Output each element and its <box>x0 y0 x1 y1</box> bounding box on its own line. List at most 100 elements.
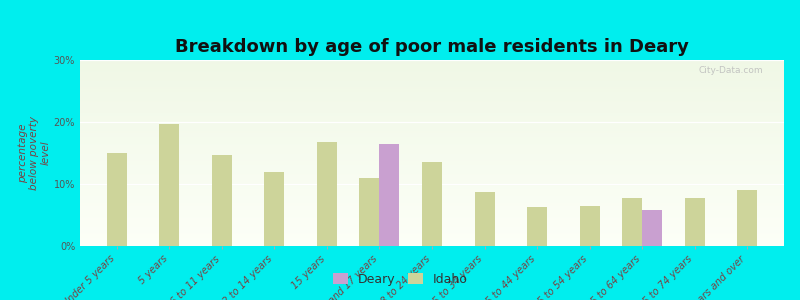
Bar <box>80 161 784 162</box>
Bar <box>80 105 784 106</box>
Bar <box>80 99 784 100</box>
Bar <box>80 160 784 161</box>
Bar <box>80 143 784 144</box>
Bar <box>80 144 784 145</box>
Bar <box>80 223 784 224</box>
Bar <box>80 131 784 132</box>
Bar <box>80 120 784 122</box>
Bar <box>80 140 784 141</box>
Bar <box>80 67 784 68</box>
Bar <box>642 210 662 246</box>
Bar <box>80 101 784 102</box>
Bar <box>80 238 784 239</box>
Bar <box>80 244 784 245</box>
Bar <box>80 114 784 115</box>
Bar <box>80 148 784 149</box>
Bar <box>80 219 784 220</box>
Bar <box>80 152 784 153</box>
Bar <box>80 98 784 99</box>
Title: Breakdown by age of poor male residents in Deary: Breakdown by age of poor male residents … <box>175 38 689 56</box>
Bar <box>80 153 784 154</box>
Bar <box>80 193 784 194</box>
Bar <box>80 170 784 171</box>
Bar <box>80 240 784 241</box>
Bar <box>80 133 784 134</box>
Bar <box>80 73 784 74</box>
Bar <box>80 137 784 138</box>
Bar <box>80 235 784 236</box>
Bar <box>422 162 442 246</box>
Bar <box>80 175 784 176</box>
Bar <box>80 207 784 208</box>
Bar <box>80 97 784 98</box>
Bar <box>80 220 784 221</box>
Bar <box>212 155 232 246</box>
Bar <box>80 115 784 116</box>
Bar <box>80 158 784 159</box>
Bar <box>80 177 784 178</box>
Bar <box>80 241 784 242</box>
Bar <box>80 208 784 209</box>
Bar <box>80 196 784 197</box>
Bar <box>80 164 784 165</box>
Bar <box>80 242 784 243</box>
Bar <box>80 126 784 127</box>
Bar <box>80 165 784 166</box>
Bar <box>80 221 784 222</box>
Bar <box>80 102 784 103</box>
Bar <box>80 139 784 140</box>
Bar <box>80 226 784 227</box>
Bar <box>80 154 784 155</box>
Bar <box>80 239 784 240</box>
Bar <box>80 198 784 199</box>
Bar <box>80 184 784 185</box>
Bar <box>80 70 784 71</box>
Legend: Deary, Idaho: Deary, Idaho <box>327 268 473 291</box>
Bar <box>80 130 784 131</box>
Bar <box>580 206 599 246</box>
Bar <box>80 212 784 214</box>
Bar <box>80 173 784 174</box>
Bar <box>80 60 784 61</box>
Bar <box>265 172 284 246</box>
Bar <box>80 243 784 244</box>
Bar <box>80 245 784 246</box>
Bar <box>80 85 784 86</box>
Bar <box>80 136 784 137</box>
Bar <box>80 147 784 148</box>
Bar <box>80 79 784 80</box>
Bar <box>80 229 784 230</box>
Bar <box>359 178 379 246</box>
Bar <box>80 83 784 84</box>
Bar <box>80 199 784 200</box>
Bar <box>622 198 642 246</box>
Bar <box>80 169 784 170</box>
Bar <box>80 174 784 175</box>
Bar <box>80 80 784 81</box>
Bar <box>80 110 784 111</box>
Bar <box>80 81 784 82</box>
Bar <box>80 124 784 125</box>
Bar <box>80 232 784 233</box>
Bar <box>80 190 784 191</box>
Bar <box>80 74 784 75</box>
Bar <box>80 222 784 223</box>
Bar <box>80 163 784 164</box>
Bar <box>106 153 126 246</box>
Bar <box>80 71 784 72</box>
Bar <box>80 108 784 109</box>
Bar <box>80 155 784 156</box>
Bar <box>80 103 784 104</box>
Bar <box>80 157 784 158</box>
Bar <box>80 225 784 226</box>
Bar <box>80 215 784 216</box>
Bar <box>80 62 784 63</box>
Bar <box>80 216 784 217</box>
Bar <box>80 95 784 96</box>
Bar <box>80 180 784 181</box>
Bar <box>80 166 784 167</box>
Bar <box>80 107 784 108</box>
Bar <box>80 125 784 126</box>
Bar <box>80 84 784 85</box>
Bar <box>80 188 784 189</box>
